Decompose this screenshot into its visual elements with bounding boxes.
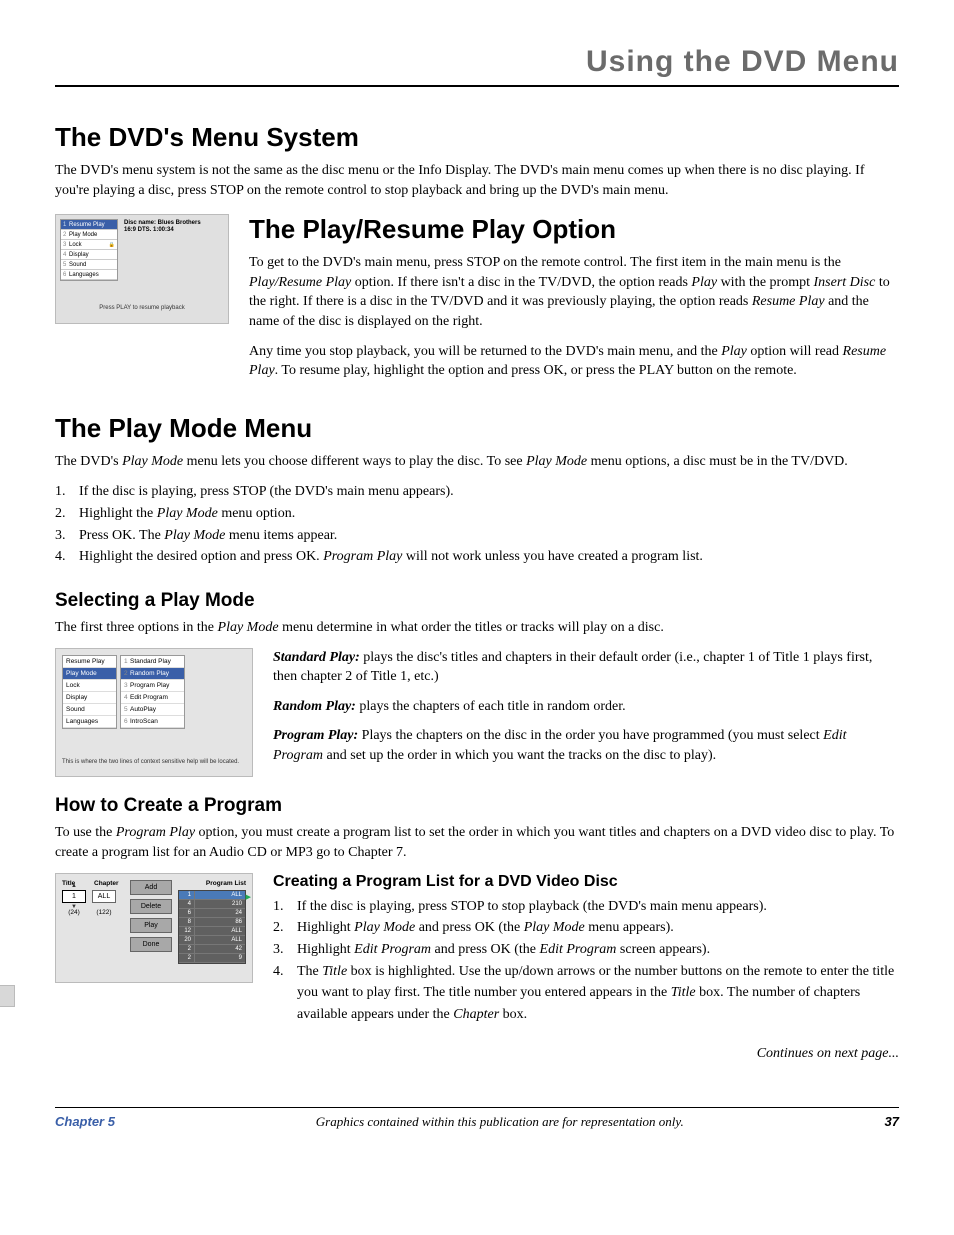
s5-heading: How to Create a Program: [55, 795, 899, 817]
page-header-title: Using the DVD Menu: [55, 45, 899, 79]
footer-disclaimer: Graphics contained within this publicati…: [316, 1114, 684, 1130]
footer-chapter: Chapter 5: [55, 1114, 115, 1129]
figure-main-menu: 1Resume Play2Play Mode3Lock🔒4Display5Sou…: [55, 214, 229, 324]
s3-p1: The DVD's Play Mode menu lets you choose…: [55, 452, 899, 472]
fig2-caption: This is where the two lines of context s…: [62, 759, 246, 767]
s1-body: The DVD's menu system is not the same as…: [55, 161, 899, 200]
fig1-info2: 16:9 DTS. 1:00:34: [124, 227, 222, 234]
figure-playmode-menu: Resume PlayPlay ModeLockDisplaySoundLang…: [55, 648, 253, 778]
s4-program: Program Play: Plays the chapters on the …: [273, 726, 899, 765]
fig1-caption: Press PLAY to resume playback: [60, 305, 224, 311]
footer-pagenum: 37: [885, 1114, 899, 1129]
s3-steps: 1.If the disc is playing, press STOP (th…: [55, 481, 899, 568]
s3-heading: The Play Mode Menu: [55, 413, 899, 444]
s2-heading: The Play/Resume Play Option: [249, 214, 899, 245]
s2-p2: Any time you stop playback, you will be …: [249, 342, 899, 381]
s4-random: Random Play: plays the chapters of each …: [273, 697, 899, 717]
header-rule: [55, 85, 899, 87]
page-tab-stub: [0, 985, 15, 1007]
fig1-info1: Disc name: Blues Brothers: [124, 220, 222, 227]
s1-heading: The DVD's Menu System: [55, 122, 899, 153]
s6-heading: Creating a Program List for a DVD Video …: [273, 873, 899, 891]
s2-p1: To get to the DVD's main menu, press STO…: [249, 253, 899, 331]
s4-heading: Selecting a Play Mode: [55, 590, 899, 612]
s6-steps: 1.If the disc is playing, press STOP to …: [273, 896, 899, 1026]
s4-standard: Standard Play: plays the disc's titles a…: [273, 648, 899, 687]
figure-program-editor: TitleChapter ▲1▼ ALL (24)(122) AddDelete…: [55, 873, 253, 983]
continues-note: Continues on next page...: [55, 1046, 899, 1062]
page-footer: Chapter 5 Graphics contained within this…: [55, 1107, 899, 1130]
s5-p1: To use the Program Play option, you must…: [55, 823, 899, 862]
s4-p1: The first three options in the Play Mode…: [55, 618, 899, 638]
